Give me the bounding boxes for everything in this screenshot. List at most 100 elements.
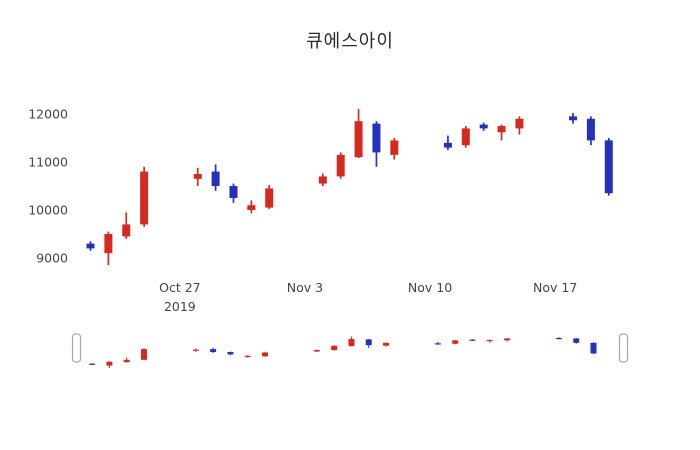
candlestick[interactable] bbox=[354, 109, 363, 159]
candlestick[interactable] bbox=[313, 349, 320, 353]
candlestick[interactable] bbox=[573, 337, 580, 344]
candlestick[interactable] bbox=[106, 361, 113, 369]
candlestick[interactable] bbox=[336, 152, 345, 179]
candle-body bbox=[586, 118, 595, 141]
candle-body bbox=[452, 340, 459, 344]
candlestick[interactable] bbox=[192, 348, 199, 353]
candle-body bbox=[123, 359, 130, 363]
candle-body bbox=[313, 350, 320, 352]
candlestick[interactable] bbox=[372, 121, 381, 167]
candlestick[interactable] bbox=[486, 339, 493, 343]
candle-body bbox=[515, 118, 524, 129]
candlestick[interactable] bbox=[122, 212, 131, 239]
candle-body bbox=[590, 342, 597, 354]
candlestick[interactable] bbox=[89, 363, 96, 366]
candle-body bbox=[265, 188, 274, 208]
candle-body bbox=[262, 352, 269, 357]
y-axis-tick-label: 10000 bbox=[28, 203, 68, 218]
candlestick[interactable] bbox=[318, 173, 327, 186]
candle-body bbox=[504, 338, 511, 341]
candlestick[interactable] bbox=[210, 347, 217, 353]
candle-body bbox=[193, 174, 202, 179]
x-axis-tick-label: Nov 17 bbox=[533, 280, 577, 295]
candle-body bbox=[383, 342, 390, 346]
candle-body bbox=[555, 337, 562, 340]
candle-body bbox=[104, 234, 113, 254]
candle-body bbox=[604, 140, 613, 194]
candle-body bbox=[89, 363, 96, 365]
candle-body bbox=[318, 176, 327, 184]
candle-body bbox=[390, 140, 399, 155]
candlestick[interactable] bbox=[227, 351, 234, 356]
candle-body bbox=[140, 171, 149, 225]
candlestick[interactable] bbox=[211, 164, 220, 191]
candlestick[interactable] bbox=[604, 138, 613, 196]
candlestick[interactable] bbox=[247, 200, 256, 214]
candlestick[interactable] bbox=[365, 338, 372, 349]
candlestick[interactable] bbox=[229, 183, 238, 203]
candlestick[interactable] bbox=[469, 339, 476, 341]
candlestick[interactable] bbox=[504, 337, 511, 342]
candle-body bbox=[469, 339, 476, 341]
rangeslider-handle-left[interactable] bbox=[71, 333, 82, 363]
candle-body bbox=[443, 142, 452, 148]
candle-body bbox=[192, 349, 199, 351]
candlestick[interactable] bbox=[86, 241, 95, 251]
candlestick[interactable] bbox=[193, 167, 202, 186]
y-axis-tick-label: 9000 bbox=[36, 251, 68, 266]
chart-title: 큐에스아이 bbox=[306, 31, 394, 52]
candlestick[interactable] bbox=[262, 351, 269, 357]
y-axis-tick-label: 12000 bbox=[28, 107, 68, 122]
candle-body bbox=[106, 361, 113, 366]
x-axis-tick-label: Nov 3 bbox=[287, 280, 323, 295]
candlestick[interactable] bbox=[265, 185, 274, 210]
candle-body bbox=[244, 355, 251, 358]
candle-body bbox=[372, 123, 381, 153]
candle-body bbox=[354, 121, 363, 158]
candlestick[interactable] bbox=[586, 116, 595, 146]
candle-body bbox=[211, 171, 220, 186]
candle-body bbox=[210, 349, 217, 353]
candle-body bbox=[461, 128, 470, 146]
candle-body bbox=[336, 154, 345, 177]
candlestick[interactable] bbox=[244, 354, 251, 358]
candlestick[interactable] bbox=[383, 342, 390, 347]
candlestick[interactable] bbox=[590, 342, 597, 354]
candlestick[interactable] bbox=[479, 122, 488, 131]
candlestick[interactable] bbox=[515, 116, 524, 135]
candlestick[interactable] bbox=[434, 341, 441, 345]
candle-body bbox=[348, 338, 355, 347]
rangeslider-handle-right[interactable] bbox=[618, 333, 629, 363]
candle-body bbox=[573, 338, 580, 343]
candlestick[interactable] bbox=[569, 113, 578, 124]
candlestick[interactable] bbox=[140, 348, 147, 361]
candlestick[interactable] bbox=[555, 337, 562, 340]
y-axis-tick-label: 11000 bbox=[28, 155, 68, 170]
candlestick[interactable] bbox=[123, 357, 130, 363]
candlestick[interactable] bbox=[104, 231, 113, 266]
candlestick[interactable] bbox=[452, 339, 459, 345]
rangeslider-pane[interactable] bbox=[89, 336, 597, 369]
candlestick[interactable] bbox=[140, 166, 149, 227]
candle-body bbox=[227, 352, 234, 355]
candle-body bbox=[122, 224, 131, 237]
candle-body bbox=[497, 126, 506, 133]
candlestick[interactable] bbox=[390, 138, 399, 160]
main-price-pane bbox=[86, 109, 613, 266]
candle-body bbox=[434, 343, 441, 345]
candle-body bbox=[486, 339, 493, 342]
candle-body bbox=[365, 339, 372, 346]
candlestick[interactable] bbox=[461, 126, 470, 148]
x-axis-tick-label: Oct 27 bbox=[159, 280, 201, 295]
candlestick[interactable] bbox=[497, 124, 506, 141]
candlestick[interactable] bbox=[348, 336, 355, 347]
candlestick[interactable] bbox=[443, 135, 452, 150]
candle-body bbox=[331, 345, 338, 351]
candle-body bbox=[86, 243, 95, 249]
candle-body bbox=[140, 349, 147, 360]
candle-body bbox=[479, 124, 488, 129]
candlestick[interactable] bbox=[331, 345, 338, 351]
candle-body bbox=[569, 116, 578, 121]
